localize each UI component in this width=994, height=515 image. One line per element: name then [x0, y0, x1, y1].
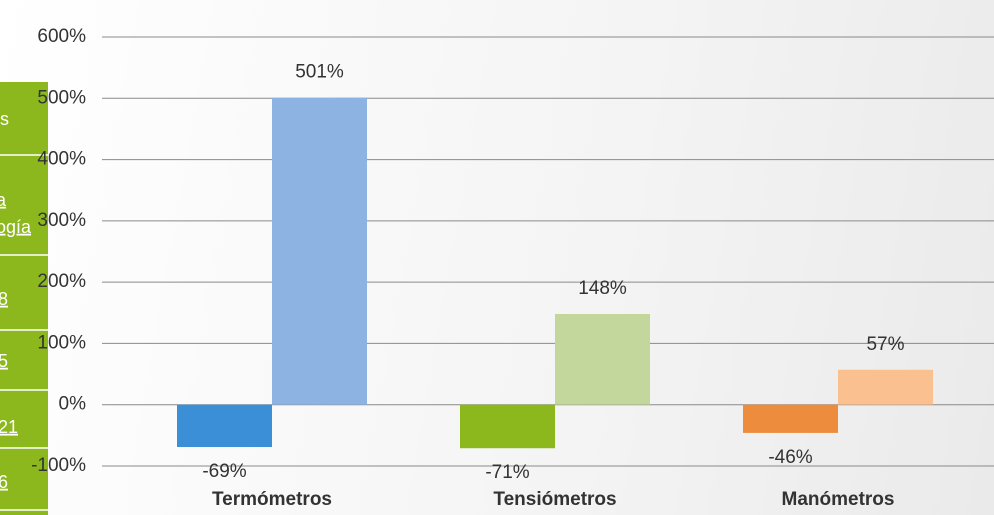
data-label: 57%: [866, 334, 904, 355]
bar: [272, 97, 367, 405]
table-cell[interactable]: 5: [0, 351, 8, 371]
table-cell[interactable]: a: [0, 190, 7, 210]
table-cell: s: [0, 109, 9, 129]
table-cell[interactable]: ogía: [0, 217, 32, 237]
side-table-lines: [0, 154, 48, 511]
table-cell[interactable]: 6: [0, 472, 8, 492]
bar: [555, 314, 650, 405]
data-label: 501%: [295, 62, 344, 83]
y-tick-label: -100%: [31, 455, 86, 476]
y-tick-label: 200%: [37, 271, 86, 292]
bar: [743, 404, 838, 433]
side-table: [0, 82, 48, 515]
x-tick-label: Tensiómetros: [493, 489, 616, 510]
y-tick-label: 0%: [59, 394, 87, 415]
bar: [177, 404, 272, 448]
y-tick-label: 300%: [37, 210, 86, 231]
x-tick-label: Termómetros: [212, 489, 332, 510]
y-tick-label: 600%: [37, 26, 86, 47]
data-label: -69%: [202, 461, 246, 482]
data-label: -71%: [485, 462, 529, 483]
table-cell[interactable]: 8: [0, 289, 8, 309]
data-label: 148%: [578, 278, 627, 299]
y-tick-label: 100%: [37, 332, 86, 353]
bar: [838, 369, 933, 405]
bar: [460, 404, 555, 449]
y-tick-label: 400%: [37, 149, 86, 170]
table-cell[interactable]: 21: [0, 417, 18, 437]
y-tick-label: 500%: [37, 87, 86, 108]
data-label: -46%: [768, 447, 812, 468]
x-tick-label: Manómetros: [782, 489, 895, 510]
